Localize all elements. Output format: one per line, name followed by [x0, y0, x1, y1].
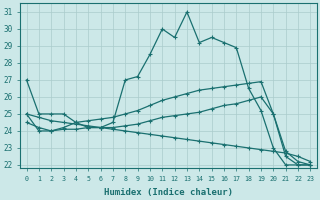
X-axis label: Humidex (Indice chaleur): Humidex (Indice chaleur) [104, 188, 233, 197]
